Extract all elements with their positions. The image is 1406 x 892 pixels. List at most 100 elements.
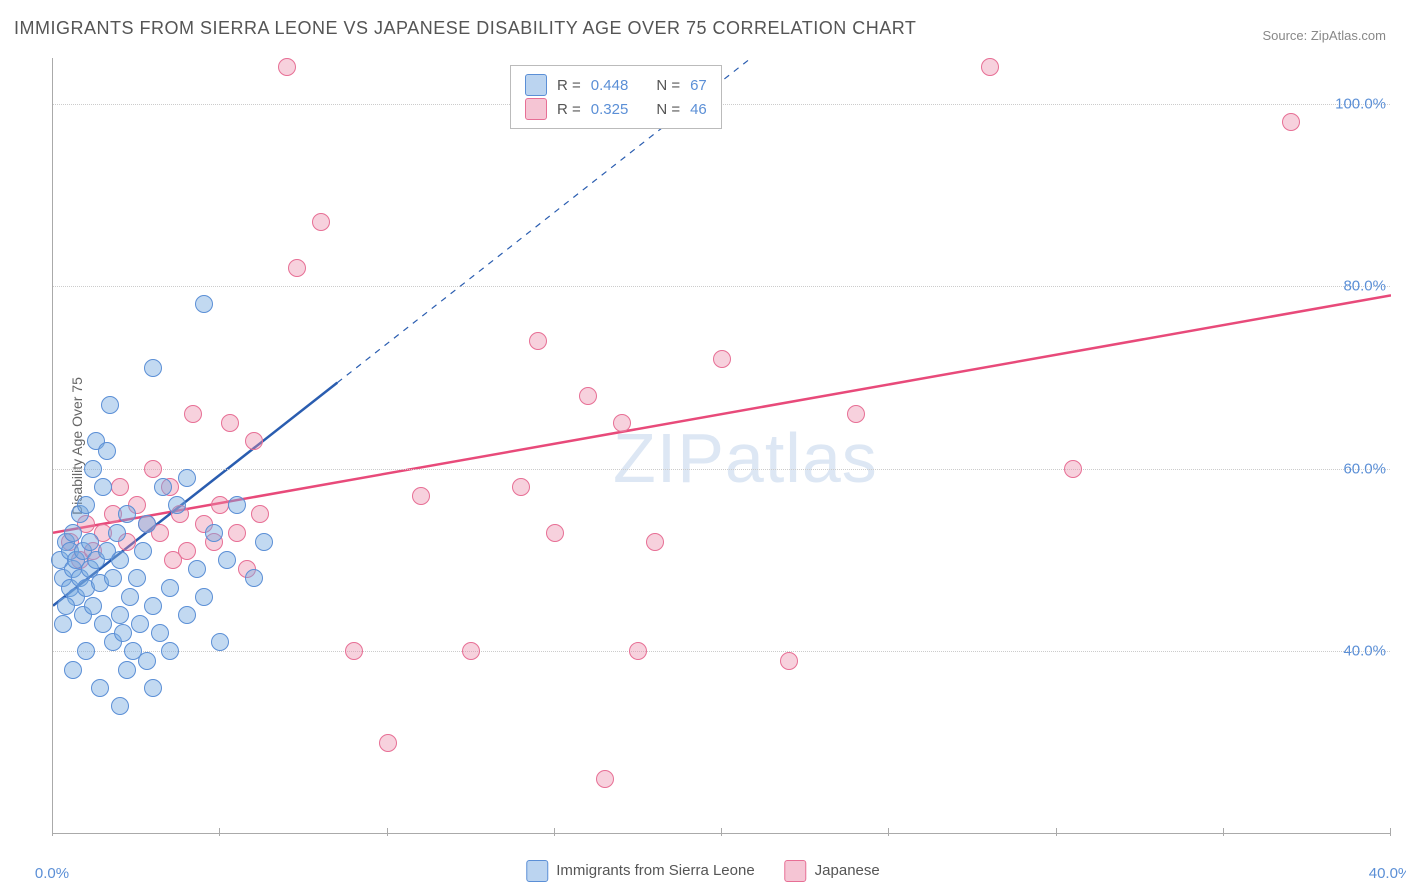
x-tick-mark: [1223, 828, 1224, 836]
data-point-sierra-leone: [111, 551, 129, 569]
x-tick-mark: [888, 828, 889, 836]
data-point-japanese: [713, 350, 731, 368]
data-point-sierra-leone: [144, 597, 162, 615]
legend-row-sierra-leone: R = 0.448 N = 67: [525, 74, 707, 96]
data-point-japanese: [312, 213, 330, 231]
source-name: ZipAtlas.com: [1311, 28, 1386, 43]
data-point-sierra-leone: [144, 679, 162, 697]
data-point-sierra-leone: [77, 496, 95, 514]
data-point-sierra-leone: [101, 396, 119, 414]
data-point-sierra-leone: [111, 606, 129, 624]
plot-area: ZIPatlas: [52, 58, 1390, 834]
series-legend: Immigrants from Sierra Leone Japanese: [526, 860, 879, 882]
data-point-sierra-leone: [195, 295, 213, 313]
x-tick-mark: [1390, 828, 1391, 836]
data-point-sierra-leone: [77, 642, 95, 660]
r-value-japanese: 0.325: [591, 101, 629, 118]
data-point-japanese: [646, 533, 664, 551]
data-point-sierra-leone: [161, 642, 179, 660]
chart-title: IMMIGRANTS FROM SIERRA LEONE VS JAPANESE…: [14, 18, 916, 39]
y-tick-label: 40.0%: [1343, 643, 1386, 660]
data-point-japanese: [847, 405, 865, 423]
data-point-japanese: [288, 259, 306, 277]
data-point-sierra-leone: [94, 478, 112, 496]
data-point-japanese: [512, 478, 530, 496]
data-point-sierra-leone: [245, 569, 263, 587]
data-point-japanese: [579, 387, 597, 405]
n-value-sierra-leone: 67: [690, 77, 707, 94]
data-point-sierra-leone: [228, 496, 246, 514]
swatch-sierra-leone: [526, 860, 548, 882]
data-point-sierra-leone: [114, 624, 132, 642]
r-label: R =: [557, 101, 581, 118]
data-point-japanese: [228, 524, 246, 542]
series-label-japanese: Japanese: [815, 862, 880, 879]
legend-row-japanese: R = 0.325 N = 46: [525, 98, 707, 120]
data-point-sierra-leone: [134, 542, 152, 560]
data-point-sierra-leone: [84, 460, 102, 478]
data-point-japanese: [1064, 460, 1082, 478]
r-value-sierra-leone: 0.448: [591, 77, 629, 94]
x-tick-label: 0.0%: [35, 865, 69, 882]
x-tick-label: 40.0%: [1369, 865, 1406, 882]
y-tick-label: 80.0%: [1343, 278, 1386, 295]
data-point-sierra-leone: [91, 679, 109, 697]
x-tick-mark: [554, 828, 555, 836]
data-point-sierra-leone: [195, 588, 213, 606]
data-point-sierra-leone: [111, 697, 129, 715]
data-point-japanese: [412, 487, 430, 505]
n-value-japanese: 46: [690, 101, 707, 118]
data-point-japanese: [780, 652, 798, 670]
data-point-japanese: [251, 505, 269, 523]
data-point-sierra-leone: [144, 359, 162, 377]
data-point-japanese: [981, 58, 999, 76]
data-point-japanese: [245, 432, 263, 450]
data-point-japanese: [546, 524, 564, 542]
data-point-sierra-leone: [81, 533, 99, 551]
r-label: R =: [557, 77, 581, 94]
data-point-sierra-leone: [188, 560, 206, 578]
data-point-sierra-leone: [57, 597, 75, 615]
data-point-japanese: [529, 332, 547, 350]
data-point-sierra-leone: [205, 524, 223, 542]
data-point-sierra-leone: [131, 615, 149, 633]
data-point-japanese: [1282, 113, 1300, 131]
y-tick-label: 60.0%: [1343, 460, 1386, 477]
data-point-sierra-leone: [218, 551, 236, 569]
data-point-sierra-leone: [121, 588, 139, 606]
watermark: ZIPatlas: [613, 418, 878, 498]
data-point-sierra-leone: [255, 533, 273, 551]
data-point-japanese: [379, 734, 397, 752]
data-point-japanese: [345, 642, 363, 660]
gridline-h: [53, 286, 1390, 287]
data-point-sierra-leone: [161, 579, 179, 597]
data-point-sierra-leone: [94, 615, 112, 633]
source-attribution: Source: ZipAtlas.com: [1262, 28, 1386, 43]
data-point-japanese: [613, 414, 631, 432]
n-label: N =: [656, 101, 680, 118]
data-point-sierra-leone: [108, 524, 126, 542]
data-point-sierra-leone: [98, 442, 116, 460]
data-point-sierra-leone: [104, 569, 122, 587]
gridline-h: [53, 469, 1390, 470]
data-point-japanese: [278, 58, 296, 76]
data-point-japanese: [164, 551, 182, 569]
x-tick-mark: [219, 828, 220, 836]
data-point-japanese: [462, 642, 480, 660]
gridline-h: [53, 651, 1390, 652]
data-point-sierra-leone: [54, 615, 72, 633]
swatch-japanese: [525, 98, 547, 120]
swatch-sierra-leone: [525, 74, 547, 96]
data-point-sierra-leone: [178, 469, 196, 487]
data-point-japanese: [221, 414, 239, 432]
x-tick-mark: [1056, 828, 1057, 836]
data-point-sierra-leone: [154, 478, 172, 496]
y-tick-label: 100.0%: [1335, 95, 1386, 112]
data-point-japanese: [629, 642, 647, 660]
x-tick-mark: [387, 828, 388, 836]
legend-item-japanese: Japanese: [785, 860, 880, 882]
data-point-sierra-leone: [64, 524, 82, 542]
data-point-sierra-leone: [118, 661, 136, 679]
data-point-sierra-leone: [138, 515, 156, 533]
data-point-japanese: [144, 460, 162, 478]
